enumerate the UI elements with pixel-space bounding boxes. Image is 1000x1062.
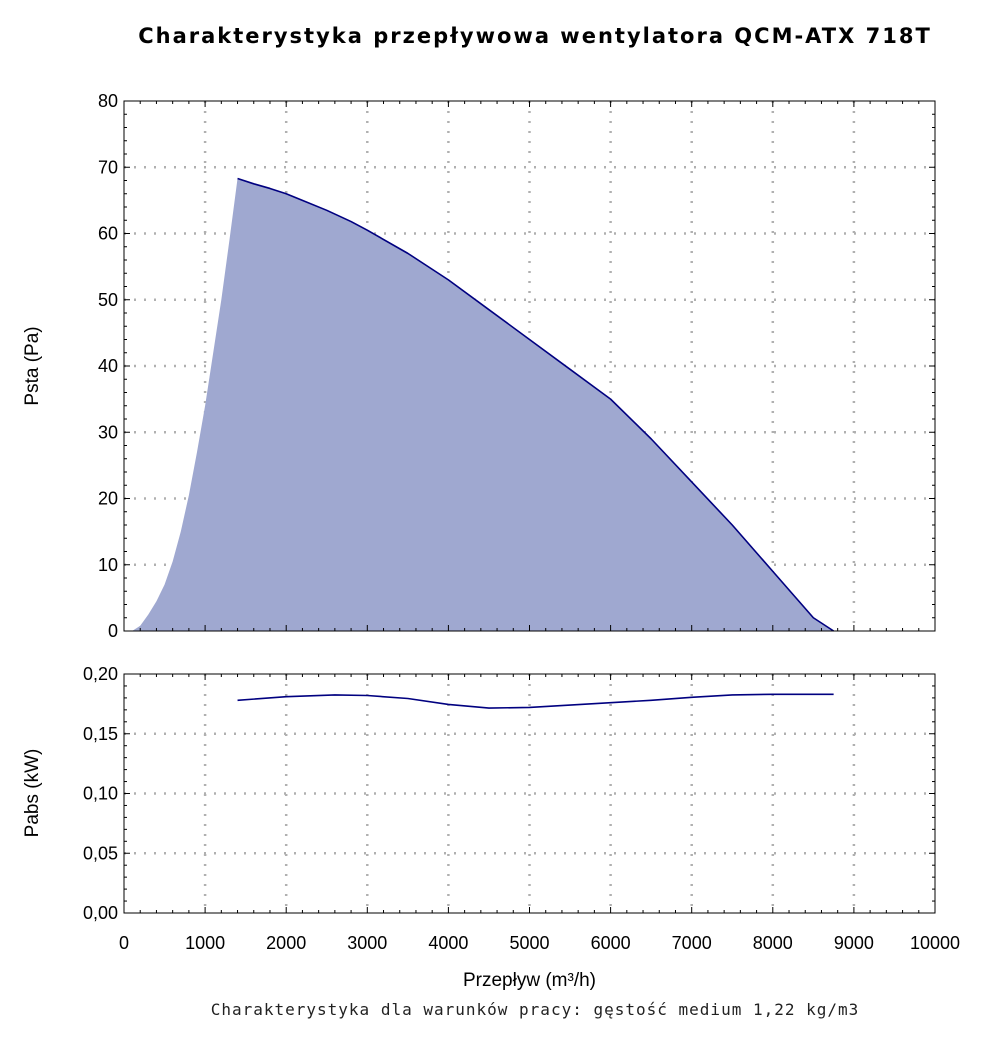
x-tick-label: 9000 bbox=[834, 933, 874, 953]
y-tick-label: 0,05 bbox=[83, 843, 118, 863]
y-tick-label: 30 bbox=[98, 422, 118, 442]
y-axis-label: Pabs (kW) bbox=[22, 749, 43, 838]
x-axis-label: Przepływ (m³/h) bbox=[463, 970, 596, 991]
x-tick-label: 6000 bbox=[591, 933, 631, 953]
y-tick-label: 10 bbox=[98, 555, 118, 575]
y-tick-label: 40 bbox=[98, 356, 118, 376]
chart-title: Charakterystyka przepływowa wentylatora … bbox=[138, 24, 932, 48]
area-fill bbox=[132, 178, 834, 631]
x-tick-label: 10000 bbox=[910, 933, 960, 953]
series-line bbox=[237, 177, 835, 632]
y-axis-label: Psta (Pa) bbox=[22, 326, 43, 405]
x-tick-label: 1000 bbox=[185, 933, 225, 953]
y-tick-label: 70 bbox=[98, 157, 118, 177]
panel-1: 0 10 20 30 40 50 60 70 80 Psta (Pa) bbox=[22, 91, 936, 641]
y-tick-label: 0,20 bbox=[83, 664, 118, 684]
y-tick-label: 0,00 bbox=[83, 903, 118, 923]
x-tick-label: 7000 bbox=[672, 933, 712, 953]
y-tick-label: 0 bbox=[108, 621, 118, 641]
y-tick-label: 50 bbox=[98, 290, 118, 310]
x-tick-label: 4000 bbox=[428, 933, 468, 953]
y-tick-label: 80 bbox=[98, 91, 118, 111]
x-tick-label: 3000 bbox=[347, 933, 387, 953]
x-tick-label: 8000 bbox=[753, 933, 793, 953]
x-tick-label: 5000 bbox=[509, 933, 549, 953]
x-tick-label: 0 bbox=[119, 933, 129, 953]
y-tick-label: 60 bbox=[98, 224, 118, 244]
y-tick-label: 0,10 bbox=[83, 784, 118, 804]
y-tick-label: 0,15 bbox=[83, 724, 118, 744]
series-line bbox=[237, 693, 834, 709]
y-tick-label: 20 bbox=[98, 489, 118, 509]
chart-footer: Charakterystyka dla warunków pracy: gęst… bbox=[210, 1000, 860, 1019]
panel-2: 0,00 0,05 0,10 0,15 0,20 Pabs (kW) 0 1000 2000 30… bbox=[22, 664, 960, 991]
x-tick-label: 2000 bbox=[266, 933, 306, 953]
